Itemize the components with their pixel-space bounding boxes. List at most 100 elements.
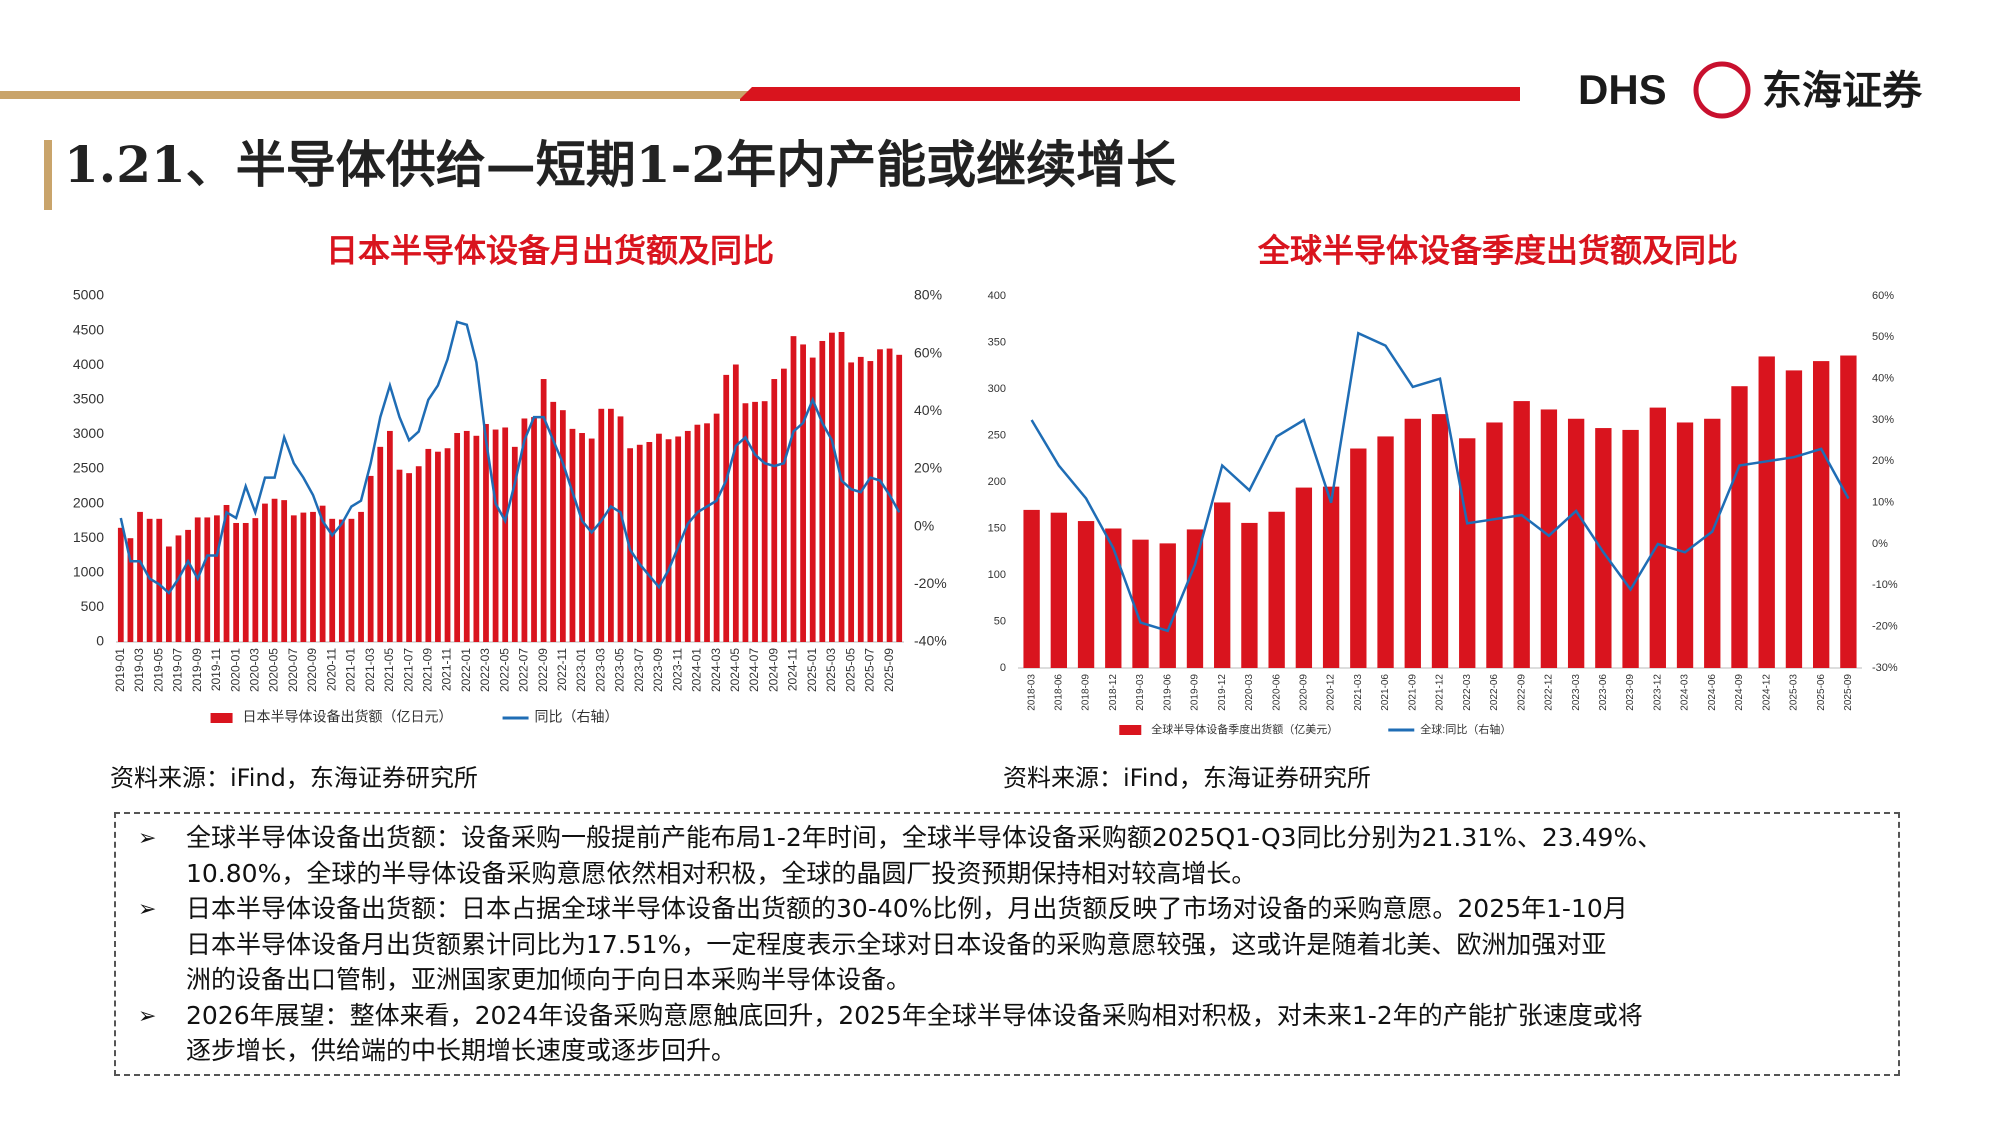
bar xyxy=(1785,370,1803,668)
logo: DHS xyxy=(1578,66,1667,113)
bar xyxy=(790,336,797,642)
x-tick-label: 2025-09 xyxy=(882,648,896,692)
y-tick-label: 2500 xyxy=(73,460,104,476)
y-tick-label: 300 xyxy=(988,383,1006,395)
bar xyxy=(492,429,499,642)
x-tick-label: 2025-09 xyxy=(1843,674,1854,711)
y2-tick-label: 40% xyxy=(1872,373,1894,385)
bar xyxy=(723,374,730,642)
x-tick-label: 2023-03 xyxy=(593,648,607,692)
bar xyxy=(1268,511,1285,668)
x-tick-label: 2020-07 xyxy=(286,648,300,692)
x-tick-label: 2023-12 xyxy=(1652,674,1663,711)
bar xyxy=(242,522,249,642)
y2-tick-label: 60% xyxy=(914,344,942,360)
bar xyxy=(704,423,710,642)
y-tick-label: 3500 xyxy=(73,391,104,407)
line xyxy=(119,320,901,595)
y2-tick-label: 80% xyxy=(914,287,942,303)
x-tick-label: 2021-12 xyxy=(1435,674,1446,711)
legend-label: 全球:同比（右轴） xyxy=(1420,722,1511,736)
bar xyxy=(233,522,240,642)
bar xyxy=(1758,356,1775,668)
bar xyxy=(579,433,585,642)
x-tick-label: 2018-09 xyxy=(1081,674,1092,711)
bar xyxy=(425,448,432,642)
y2-tick-label: 20% xyxy=(914,460,942,476)
bar xyxy=(406,473,412,642)
x-tick-label: 2023-09 xyxy=(651,648,665,692)
bar xyxy=(752,401,758,642)
bar xyxy=(877,349,883,642)
x-tick-label: 2022-09 xyxy=(536,648,550,692)
x-tick-label: 2024-05 xyxy=(728,648,742,692)
bar xyxy=(185,529,191,642)
bar xyxy=(271,498,278,642)
y2-tick-label: 0% xyxy=(1872,538,1888,550)
bar xyxy=(348,518,355,642)
x-tick-label: 2021-06 xyxy=(1380,674,1391,711)
bullet-text: 10.80%，全球的半导体设备采购意愿依然相对积极，全球的晶圆厂投资预期保持相对… xyxy=(186,858,1257,888)
x-tick-label: 2020-11 xyxy=(324,648,338,691)
bullet-text: 逐步增长，供给端的中长期增长速度或逐步回升。 xyxy=(186,1036,737,1065)
y-tick-label: 1000 xyxy=(73,564,104,580)
y2-tick-label: 30% xyxy=(1872,414,1894,426)
bar xyxy=(1377,436,1394,668)
bar xyxy=(1704,418,1721,668)
bar xyxy=(175,535,182,642)
bar xyxy=(1595,428,1612,668)
bar xyxy=(252,518,259,642)
bar xyxy=(617,416,624,642)
bar xyxy=(502,427,509,642)
x-tick-label: 2024-11 xyxy=(786,648,800,691)
y2-tick-label: 40% xyxy=(914,402,942,418)
bar xyxy=(857,356,864,642)
bar xyxy=(800,344,806,642)
bar xyxy=(1459,438,1476,668)
x-tick-label: 2020-01 xyxy=(228,648,242,692)
x-tick-label: 2024-03 xyxy=(1680,674,1691,711)
bar xyxy=(1077,521,1095,668)
x-tick-label: 2020-06 xyxy=(1271,674,1282,711)
y-tick-label: 250 xyxy=(988,429,1006,441)
bar xyxy=(540,379,547,642)
bar xyxy=(127,538,134,642)
x-tick-label: 2025-07 xyxy=(863,648,877,692)
bar xyxy=(646,442,653,642)
y-tick-label: 0 xyxy=(1000,662,1006,674)
y2-tick-label: -40% xyxy=(914,633,947,649)
bar xyxy=(358,511,364,642)
x-tick-label: 2021-03 xyxy=(363,648,377,692)
x-tick-label: 2022-03 xyxy=(1462,674,1473,711)
x-tick-label: 2024-03 xyxy=(709,648,723,692)
y2-tick-label: 20% xyxy=(1872,455,1894,467)
x-tick-label: 2021-05 xyxy=(382,648,396,692)
x-tick-label: 2021-09 xyxy=(420,648,434,692)
bullet-icon: ➢ xyxy=(138,826,157,851)
x-tick-label: 2020-12 xyxy=(1326,674,1337,711)
bar xyxy=(262,503,268,642)
bar xyxy=(463,430,470,642)
x-tick-label: 2023-01 xyxy=(574,648,588,692)
bar xyxy=(732,364,739,642)
bar xyxy=(819,340,826,642)
bar xyxy=(569,428,576,642)
chart-title: 日本半导体设备月出货额及同比 xyxy=(326,232,774,268)
legend-label: 同比（右轴） xyxy=(535,709,619,725)
bullet-text: 全球半导体设备出货额：设备采购一般提前产能布局1-2年时间，全球半导体设备采购额… xyxy=(186,823,1663,852)
bar xyxy=(665,439,672,642)
x-tick-label: 2024-09 xyxy=(766,648,780,692)
x-tick-label: 2019-03 xyxy=(1135,674,1146,711)
y-tick-label: 4000 xyxy=(73,356,104,372)
red-bar xyxy=(740,87,1520,101)
x-tick-label: 2021-11 xyxy=(440,648,454,691)
bar xyxy=(521,418,528,642)
x-tick-label: 2022-05 xyxy=(497,648,511,692)
x-tick-label: 2023-11 xyxy=(670,648,684,691)
x-tick-label: 2025-05 xyxy=(843,648,857,692)
bar xyxy=(281,500,288,642)
bar xyxy=(848,362,855,642)
y-tick-label: 500 xyxy=(81,598,105,614)
bar xyxy=(1486,422,1503,668)
